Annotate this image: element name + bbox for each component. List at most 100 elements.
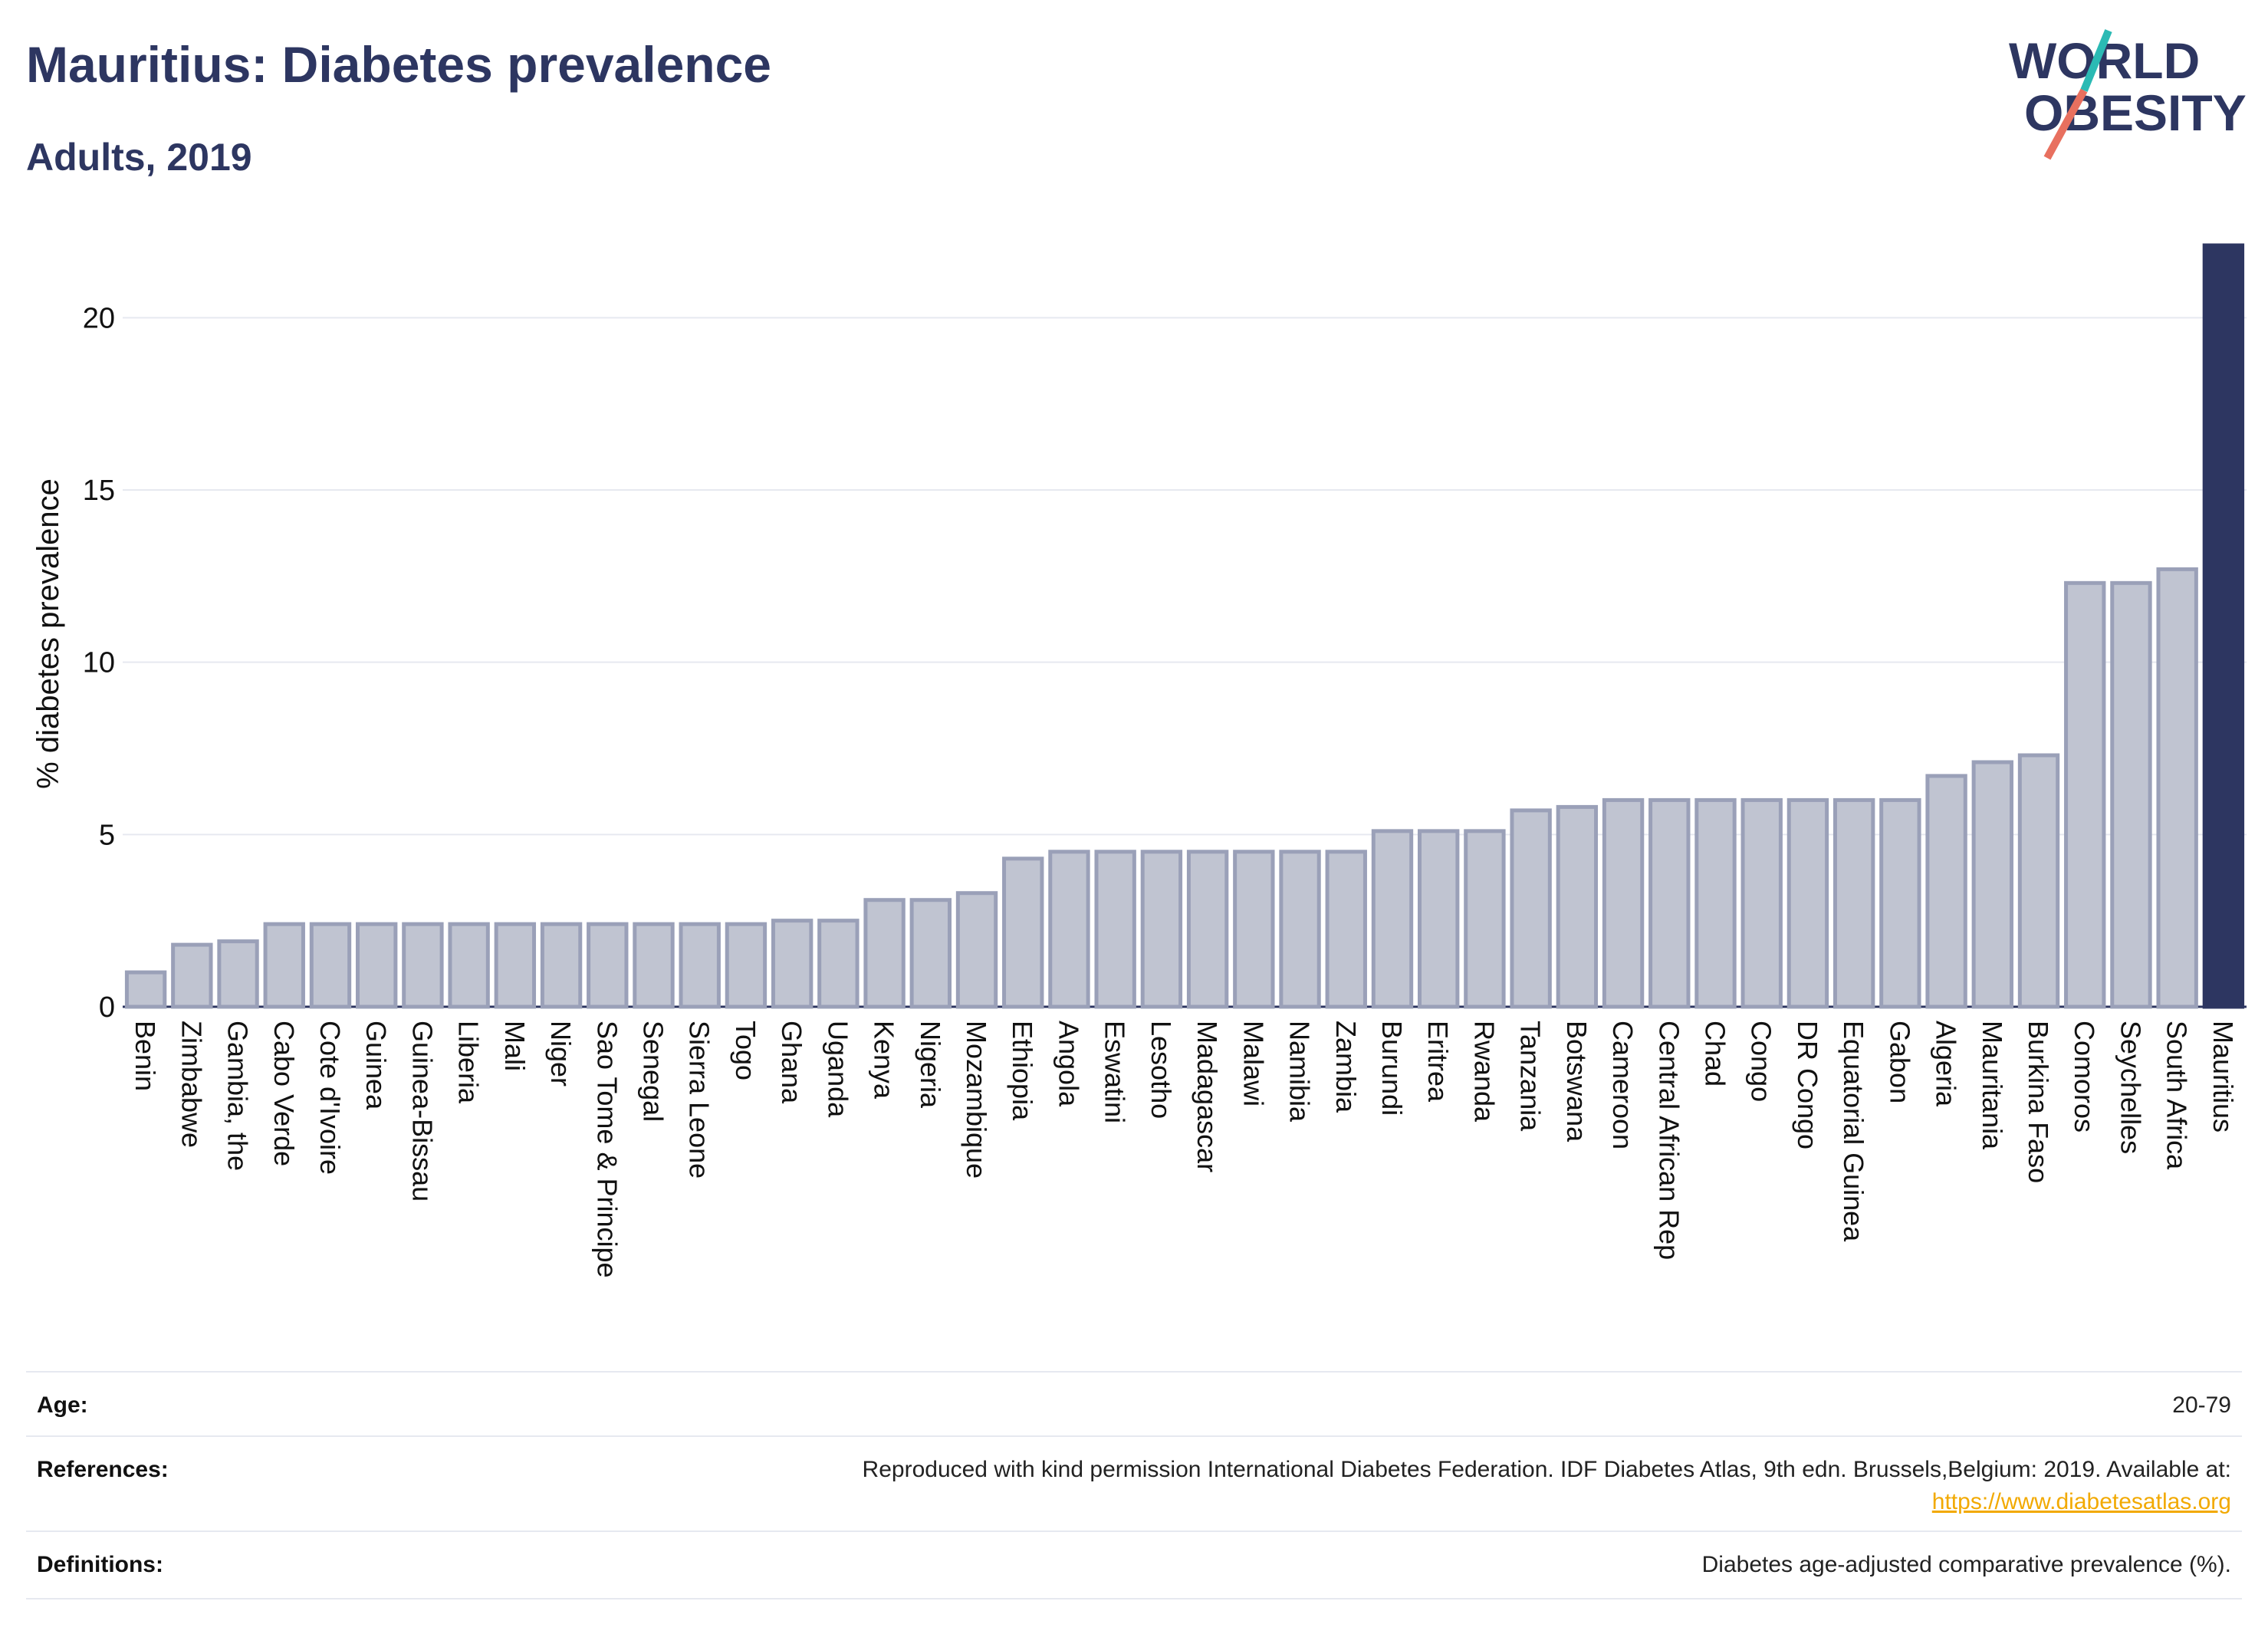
bar-burkina-faso[interactable] — [2017, 753, 2060, 1009]
bars — [124, 243, 2245, 1009]
x-tick-label: Mozambique — [961, 1021, 992, 1179]
bar-algeria[interactable] — [1925, 774, 1967, 1009]
bar-benin[interactable] — [124, 970, 167, 1009]
bar-congo[interactable] — [1740, 797, 1783, 1009]
bar-togo[interactable] — [725, 922, 768, 1009]
bar-botswana[interactable] — [1556, 804, 1599, 1009]
x-tick-label: Rwanda — [1468, 1021, 1500, 1123]
bar-south-africa[interactable] — [2156, 567, 2198, 1009]
bar-zambia[interactable] — [1325, 850, 1367, 1009]
bar-mali[interactable] — [494, 922, 537, 1009]
logo-slash-teal — [2080, 29, 2112, 92]
bar-kenya[interactable] — [863, 898, 906, 1009]
x-tick-label: Niger — [545, 1021, 577, 1087]
x-tick-label: Gabon — [1884, 1021, 1915, 1103]
x-tick-label: Zambia — [1330, 1021, 1362, 1113]
bar-guinea[interactable] — [356, 922, 398, 1009]
x-tick-label: Congo — [1746, 1021, 1777, 1102]
chart-title: Mauritius: Diabetes prevalence — [26, 36, 772, 93]
bar-angola[interactable] — [1048, 850, 1090, 1009]
x-tick-label: Mali — [499, 1021, 531, 1071]
x-tick-label: Cabo Verde — [268, 1021, 300, 1166]
bar-cote-d-ivoire[interactable] — [309, 922, 352, 1009]
bar-chart: 0 5 10 15 20 Benin Zimbabwe Gambia, the Cabo Ve… — [31, 243, 2247, 1278]
bar-liberia[interactable] — [448, 922, 490, 1009]
x-tick-label: Guinea-Bissau — [406, 1021, 438, 1202]
x-tick-label: Gambia, the — [222, 1021, 254, 1171]
x-tick-label: Liberia — [453, 1021, 485, 1104]
x-tick-label: DR Congo — [1792, 1021, 1823, 1149]
bar-mauritius[interactable] — [2202, 243, 2245, 1009]
x-tick-label: Ghana — [776, 1021, 807, 1104]
bar-nigeria[interactable] — [909, 898, 952, 1009]
x-tick-label: Zimbabwe — [176, 1021, 207, 1148]
x-tick-label: Senegal — [638, 1021, 669, 1122]
references-label: References: — [37, 1457, 169, 1482]
x-tick-label: Burundi — [1376, 1021, 1408, 1116]
x-tick-label: Burkina Faso — [2023, 1021, 2054, 1183]
references-text: Reproduced with kind permission Internat… — [862, 1457, 2231, 1482]
bar-tanzania[interactable] — [1510, 808, 1552, 1009]
x-tick-label: Botswana — [1561, 1021, 1593, 1142]
y-axis-label: % diabetes prevalence — [31, 478, 65, 789]
logo-slash-coral — [2043, 88, 2088, 160]
x-tick-label: Chad — [1700, 1021, 1731, 1087]
x-tick-label: Lesotho — [1146, 1021, 1177, 1119]
references-link[interactable]: https://www.diabetesatlas.org — [1931, 1489, 2231, 1514]
bar-cabo-verde[interactable] — [263, 922, 305, 1009]
age-value: 20-79 — [2172, 1392, 2231, 1418]
bar-guinea-bissau[interactable] — [402, 922, 444, 1009]
bar-sao-tome-principe[interactable] — [587, 922, 629, 1009]
bar-mauritania[interactable] — [1971, 760, 2013, 1009]
bar-gambia-the[interactable] — [217, 939, 259, 1009]
bar-eritrea[interactable] — [1418, 829, 1460, 1009]
bar-namibia[interactable] — [1279, 850, 1321, 1009]
bar-central-african-rep[interactable] — [1648, 797, 1691, 1009]
info-row-definitions: Definitions: Diabetes age-adjusted compa… — [26, 1530, 2242, 1599]
bar-cameroon[interactable] — [1602, 797, 1645, 1009]
bar-sierra-leone[interactable] — [679, 922, 721, 1009]
bar-eswatini[interactable] — [1094, 850, 1136, 1009]
x-tick-label: Eswatini — [1099, 1021, 1131, 1123]
bar-dr-congo[interactable] — [1786, 797, 1829, 1009]
x-axis-ticks: Benin Zimbabwe Gambia, the Cabo Verde Cote d… — [130, 1021, 2239, 1278]
x-tick-label: Tanzania — [1515, 1021, 1547, 1132]
bar-ethiopia[interactable] — [1002, 856, 1044, 1009]
y-tick-label: 10 — [83, 647, 115, 679]
bar-niger[interactable] — [540, 922, 583, 1009]
x-tick-label: Togo — [730, 1021, 761, 1080]
bar-senegal[interactable] — [633, 922, 675, 1009]
x-tick-label: Comoros — [2069, 1021, 2100, 1133]
age-label: Age: — [37, 1392, 88, 1418]
bar-burundi[interactable] — [1371, 829, 1414, 1009]
bar-zimbabwe[interactable] — [171, 942, 213, 1009]
definitions-value: Diabetes age-adjusted comparative preval… — [1701, 1552, 2231, 1577]
bar-equatorial-guinea[interactable] — [1832, 797, 1875, 1009]
bar-seychelles[interactable] — [2110, 580, 2152, 1009]
info-row-age: Age: 20-79 — [26, 1371, 2242, 1437]
y-tick-label: 15 — [83, 475, 115, 507]
bar-rwanda[interactable] — [1464, 829, 1506, 1009]
x-tick-label: Seychelles — [2115, 1021, 2146, 1154]
world-obesity-logo[interactable]: WORLD OBESITY — [1994, 23, 2254, 161]
bar-madagascar[interactable] — [1186, 850, 1229, 1009]
x-tick-label: Guinea — [360, 1021, 392, 1110]
x-tick-label: Central African Rep — [1653, 1021, 1685, 1260]
bar-malawi[interactable] — [1233, 850, 1275, 1009]
x-tick-label: Mauritius — [2207, 1021, 2239, 1133]
bar-comoros[interactable] — [2064, 580, 2106, 1009]
bar-uganda[interactable] — [817, 919, 860, 1009]
x-tick-label: Kenya — [869, 1021, 900, 1100]
x-tick-label: Namibia — [1284, 1021, 1316, 1123]
x-tick-label: Uganda — [822, 1021, 853, 1118]
x-tick-label: Ethiopia — [1007, 1021, 1038, 1121]
bar-mozambique[interactable] — [955, 891, 998, 1009]
chart-subtitle: Adults, 2019 — [26, 136, 252, 179]
bar-gabon[interactable] — [1879, 797, 1921, 1009]
bar-chad[interactable] — [1694, 797, 1737, 1009]
x-tick-label: Equatorial Guinea — [1838, 1021, 1869, 1242]
y-tick-label: 5 — [99, 819, 115, 851]
bar-ghana[interactable] — [771, 919, 814, 1009]
definitions-label: Definitions: — [37, 1552, 163, 1577]
bar-lesotho[interactable] — [1140, 850, 1183, 1009]
